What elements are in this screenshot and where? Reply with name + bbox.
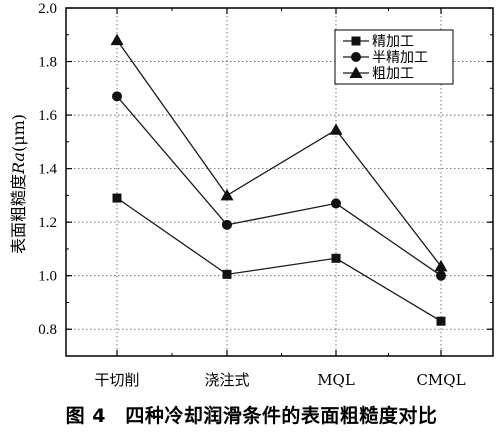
plot-frame (65, 7, 494, 357)
data-point-square (436, 316, 446, 326)
y-tick-label: 1.4 (38, 162, 57, 178)
legend-label: 精加工 (372, 34, 414, 50)
y-tick-label: 1.0 (38, 269, 57, 285)
y-axis-label-symbol: Ra (9, 152, 28, 175)
data-point-triangle (434, 259, 448, 272)
data-point-triangle (329, 123, 343, 135)
x-tick-label: MQL (317, 371, 355, 389)
data-point-circle (436, 270, 446, 281)
y-axis-label-text: 表面粗糙度 (9, 174, 28, 254)
data-point-triangle (110, 33, 124, 46)
data-point-circle (331, 198, 341, 209)
figure-caption: 图 4 四种冷却润滑条件的表面粗糙度对比 (65, 405, 438, 427)
legend-label: 粗加工 (372, 66, 414, 82)
x-tick-label: 浇注式 (204, 371, 249, 389)
y-tick-label: 1.2 (38, 215, 57, 231)
data-point-circle (222, 219, 232, 230)
y-tick-label: 2.0 (38, 1, 57, 17)
data-point-triangle (220, 188, 234, 201)
grid (66, 8, 493, 356)
x-tick-label: CMQL (416, 371, 465, 389)
series-group (110, 33, 448, 326)
y-axis-label-unit: (μm) (9, 114, 28, 152)
y-tick-label: 1.8 (38, 55, 57, 71)
data-point-circle (112, 91, 122, 102)
y-axis-label: 表面粗糙度Ra(μm) (9, 114, 28, 254)
legend-marker-triangle (349, 66, 363, 78)
y-axis: 0.8 1.0 1.2 1.4 1.6 1.8 2.0 (38, 1, 493, 357)
x-tick-label: 干切削 (94, 371, 139, 389)
legend-marker-square (351, 36, 361, 46)
y-tick-label: 0.8 (38, 322, 57, 338)
data-point-square (222, 269, 232, 279)
series-line-triangle (116, 39, 442, 267)
y-tick-label: 1.6 (38, 108, 57, 124)
series-line-square (116, 197, 442, 322)
legend-marker-circle (351, 52, 361, 62)
chart: 0.8 1.0 1.2 1.4 1.6 1.8 2.0 干切削 浇注式 MQL CMQL 表面粗糙… (9, 1, 494, 389)
data-point-square (112, 193, 122, 203)
data-point-square (331, 253, 341, 263)
series-line-circle (116, 95, 442, 277)
x-axis: 干切削 浇注式 MQL CMQL (94, 8, 466, 389)
legend-label: 半精加工 (372, 50, 428, 66)
